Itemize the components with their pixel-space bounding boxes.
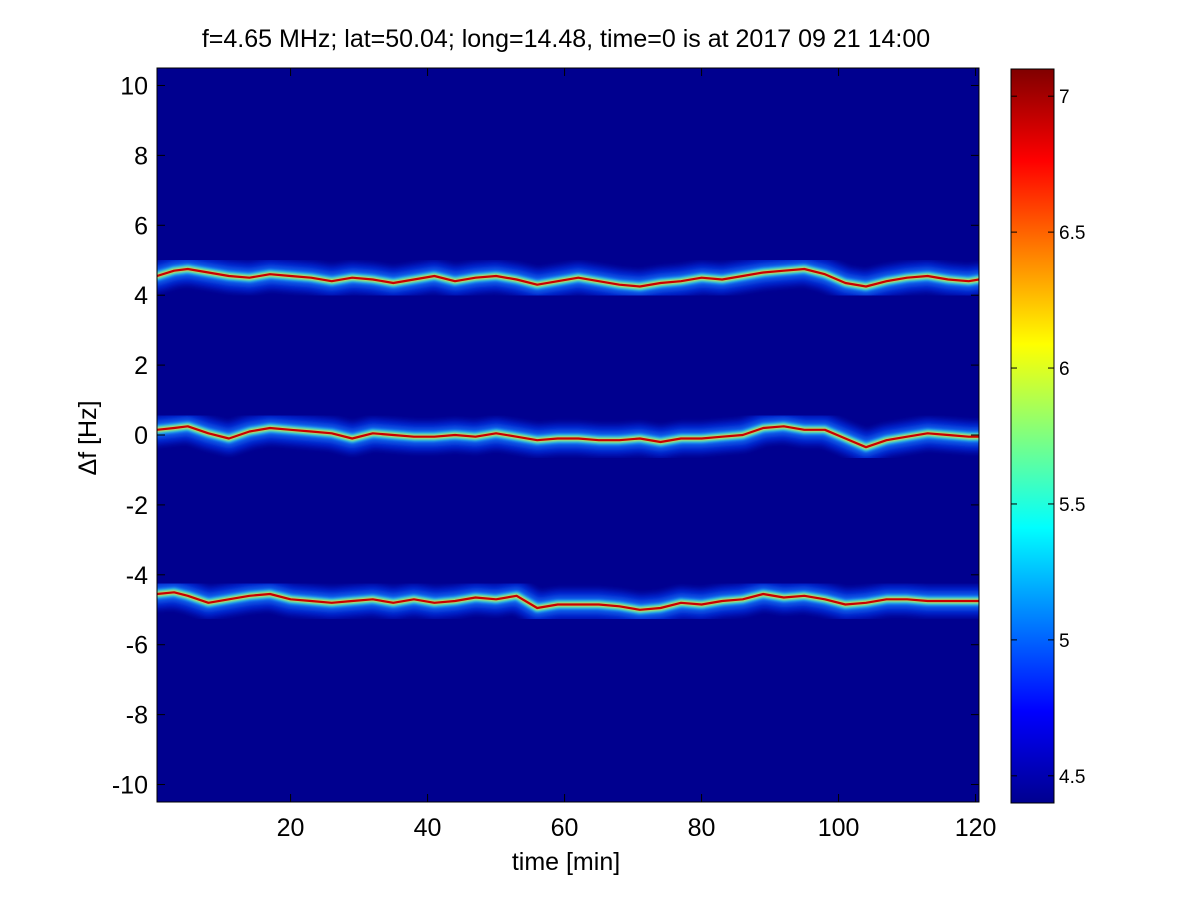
x-axis-label: time [min] (512, 848, 620, 876)
x-tick-label: 80 (688, 814, 716, 842)
colorbar-tick-label: 5.5 (1059, 495, 1085, 516)
y-axis-label: Δf [Hz] (74, 400, 102, 475)
x-tick-label: 20 (277, 814, 305, 842)
x-tick-label: 40 (414, 814, 442, 842)
colorbar (1010, 68, 1055, 804)
colorbar-tick-label: 6 (1059, 359, 1070, 380)
y-axis-ticks: 10 8 6 4 2 0 -2 -4 -6 -8 -10 (112, 72, 979, 800)
y-tick-label: -10 (112, 772, 148, 800)
x-tick-label: 60 (551, 814, 579, 842)
y-tick-label: 4 (134, 282, 148, 310)
y-tick-label: -8 (126, 702, 148, 730)
y-tick-label: -6 (126, 632, 148, 660)
trace-core-2 (157, 425, 979, 449)
colorbar-ticks: 4.5 5 5.5 6 6.5 7 (1011, 87, 1085, 788)
y-tick-label: 10 (120, 72, 148, 100)
x-tick-label: 120 (955, 814, 997, 842)
x-axis-ticks: 20 40 60 80 100 120 (277, 68, 997, 842)
x-tick-label: 100 (818, 814, 860, 842)
y-tick-label: 2 (134, 352, 148, 380)
colorbar-tick-label: 7 (1059, 87, 1070, 108)
y-tick-label: 8 (134, 142, 148, 170)
colorbar-tick-label: 6.5 (1059, 223, 1085, 244)
chart-title: f=4.65 MHz; lat=50.04; long=14.48, time=… (202, 25, 930, 53)
y-tick-label: 0 (134, 422, 148, 450)
colorbar-tick-label: 5 (1059, 631, 1070, 652)
y-tick-label: 6 (134, 212, 148, 240)
doppler-traces (157, 254, 979, 625)
y-tick-label: -4 (126, 562, 148, 590)
trace-core-1 (157, 267, 979, 288)
trace-core-3 (157, 591, 979, 611)
y-tick-label: -2 (126, 492, 148, 520)
colorbar-tick-label: 4.5 (1059, 767, 1085, 788)
